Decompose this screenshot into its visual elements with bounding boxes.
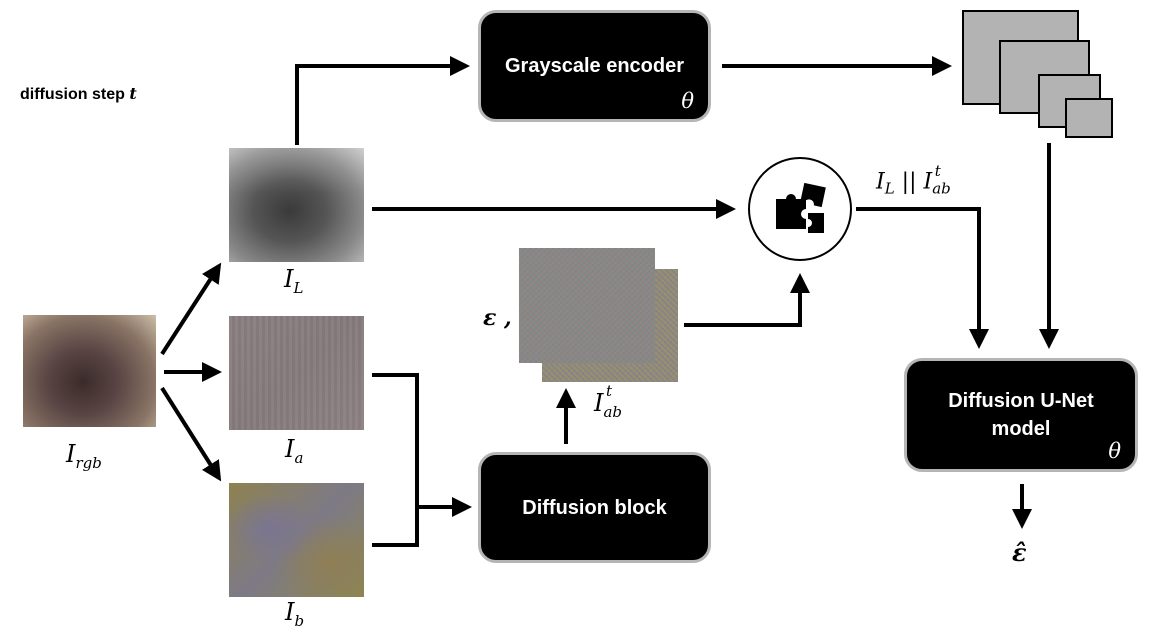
step-label-text: diffusion step (20, 86, 130, 103)
step-variable: t (129, 84, 137, 103)
grayscale-encoder-title: Grayscale encoder (505, 55, 684, 77)
feature-map-4 (1065, 98, 1113, 138)
line-ia-merge (372, 373, 419, 547)
encoder-param: θ (681, 89, 694, 113)
concat-node (748, 157, 852, 261)
a-channel-image (229, 316, 364, 430)
diffusion-block-title: Diffusion block (522, 496, 667, 519)
b-channel-image (229, 483, 364, 597)
diffusion-step-label: diffusion step t (20, 84, 137, 104)
unet-title-line2: model (991, 418, 1051, 440)
unet-param: θ (1108, 439, 1121, 463)
grayscale-encoder-block: Grayscale encoder θ (478, 10, 711, 122)
label-i-l: IL (284, 265, 304, 297)
label-i-b: Ib (285, 598, 305, 630)
unet-title-line1: Diffusion U-Net (948, 390, 1094, 412)
grayscale-image (229, 148, 364, 262)
label-i-ab-t: Iabt (594, 382, 623, 421)
unet-block: Diffusion U-Net model θ (904, 358, 1138, 472)
epsilon-label: ε , (483, 305, 512, 331)
label-i-rgb: Irgb (66, 440, 102, 472)
diffusion-block: Diffusion block (478, 452, 711, 563)
arrow-rgb-to-ib (160, 386, 222, 482)
puzzle-icon (776, 182, 826, 233)
arrow-il-to-encoder (295, 56, 470, 145)
noisy-image-front (519, 248, 655, 363)
epsilon-hat-label: ε̂ (1012, 538, 1027, 567)
rgb-image (23, 315, 156, 427)
label-i-a: Ia (285, 435, 304, 467)
arrow-noisy-to-concat (684, 273, 810, 327)
arrow-concat-to-unet (856, 207, 989, 349)
arrow-rgb-to-il (160, 262, 222, 356)
concat-label: IL || Iabt (876, 162, 951, 198)
